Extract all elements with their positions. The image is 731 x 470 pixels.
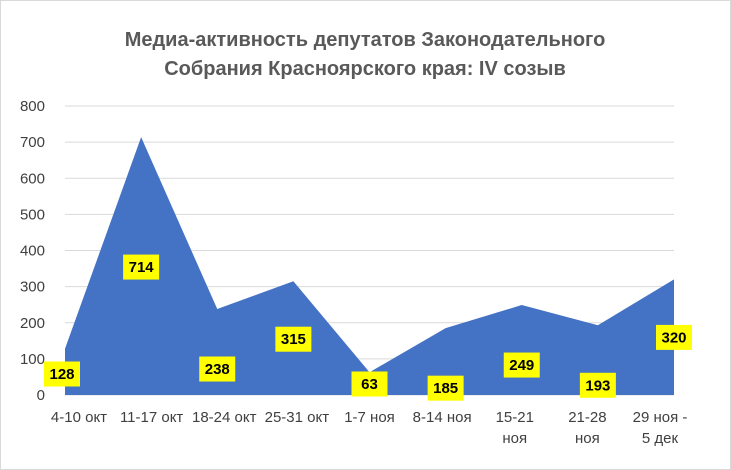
data-label-2: 714 xyxy=(123,254,160,280)
data-label-text-7: 249 xyxy=(509,357,534,374)
area-series xyxy=(65,137,674,395)
data-label-bg-3 xyxy=(199,356,236,382)
data-label-text-3: 238 xyxy=(205,361,230,378)
y-tick-label-700: 700 xyxy=(20,134,45,151)
x-tick-label-1: 4-10 окт xyxy=(51,409,107,426)
y-tick-label-300: 300 xyxy=(20,279,45,296)
x-tick-label-9: 29 ноя -5 дек xyxy=(633,409,688,447)
x-axis-ticks: 4-10 окт 11-17 окт 18-24 окт 25-31 окт 1-7 н… xyxy=(51,409,687,447)
chart-title-line-1: Медиа-активность депутатов Законодательн… xyxy=(125,29,606,51)
data-label-bg-2 xyxy=(123,254,160,280)
data-label-bg-6 xyxy=(427,375,464,401)
data-label-5: 63 xyxy=(351,371,388,397)
data-labels: 128 714 238 315 63 185 249 193 320 xyxy=(44,254,692,401)
y-tick-label-200: 200 xyxy=(20,315,45,332)
y-tick-label-100: 100 xyxy=(20,351,45,368)
data-label-4: 315 xyxy=(275,326,312,352)
x-tick-label-3: 18-24 окт xyxy=(192,409,257,426)
chart-title-line-2: Собрания Красноярского края: IV созыв xyxy=(164,58,566,80)
data-label-1: 128 xyxy=(44,361,80,387)
y-tick-label-400: 400 xyxy=(20,243,45,260)
y-axis-ticks: 0 100 200 300 400 500 600 700 800 xyxy=(20,98,45,404)
x-tick-label-4: 25-31 окт xyxy=(265,409,330,426)
data-label-7: 249 xyxy=(503,352,540,378)
data-label-text-4: 315 xyxy=(281,331,306,348)
data-label-text-6: 185 xyxy=(433,380,458,397)
data-label-text-8: 193 xyxy=(585,377,610,394)
data-label-3: 238 xyxy=(199,356,236,382)
y-tick-label-800: 800 xyxy=(20,98,45,115)
data-label-bg-4 xyxy=(275,326,312,352)
data-label-bg-9 xyxy=(656,324,692,350)
data-label-bg-7 xyxy=(503,352,540,378)
data-label-text-5: 63 xyxy=(361,376,378,393)
data-label-6: 185 xyxy=(427,375,464,401)
x-tick-label-7: 15-21 ноя xyxy=(496,409,534,447)
data-label-text-1: 128 xyxy=(49,366,74,383)
x-tick-label-5: 1-7 ноя xyxy=(344,409,395,426)
data-label-bg-5 xyxy=(351,371,388,397)
y-tick-label-500: 500 xyxy=(20,206,45,223)
x-tick-label-2: 11-17 окт xyxy=(120,409,183,426)
x-tick-label-8: 21-28 ноя xyxy=(568,409,606,447)
x-tick-label-6: 8-14 ноя xyxy=(413,409,472,426)
y-tick-label-0: 0 xyxy=(37,387,45,404)
data-label-bg-8 xyxy=(579,372,616,398)
area-fill xyxy=(65,137,674,395)
data-label-8: 193 xyxy=(579,372,616,398)
data-label-9: 320 xyxy=(656,324,692,350)
y-tick-label-600: 600 xyxy=(20,170,45,187)
data-label-bg-1 xyxy=(44,361,80,387)
data-label-text-9: 320 xyxy=(661,329,686,346)
data-label-text-2: 714 xyxy=(129,259,155,276)
chart-title: Медиа-активность депутатов Законодательн… xyxy=(125,29,606,80)
